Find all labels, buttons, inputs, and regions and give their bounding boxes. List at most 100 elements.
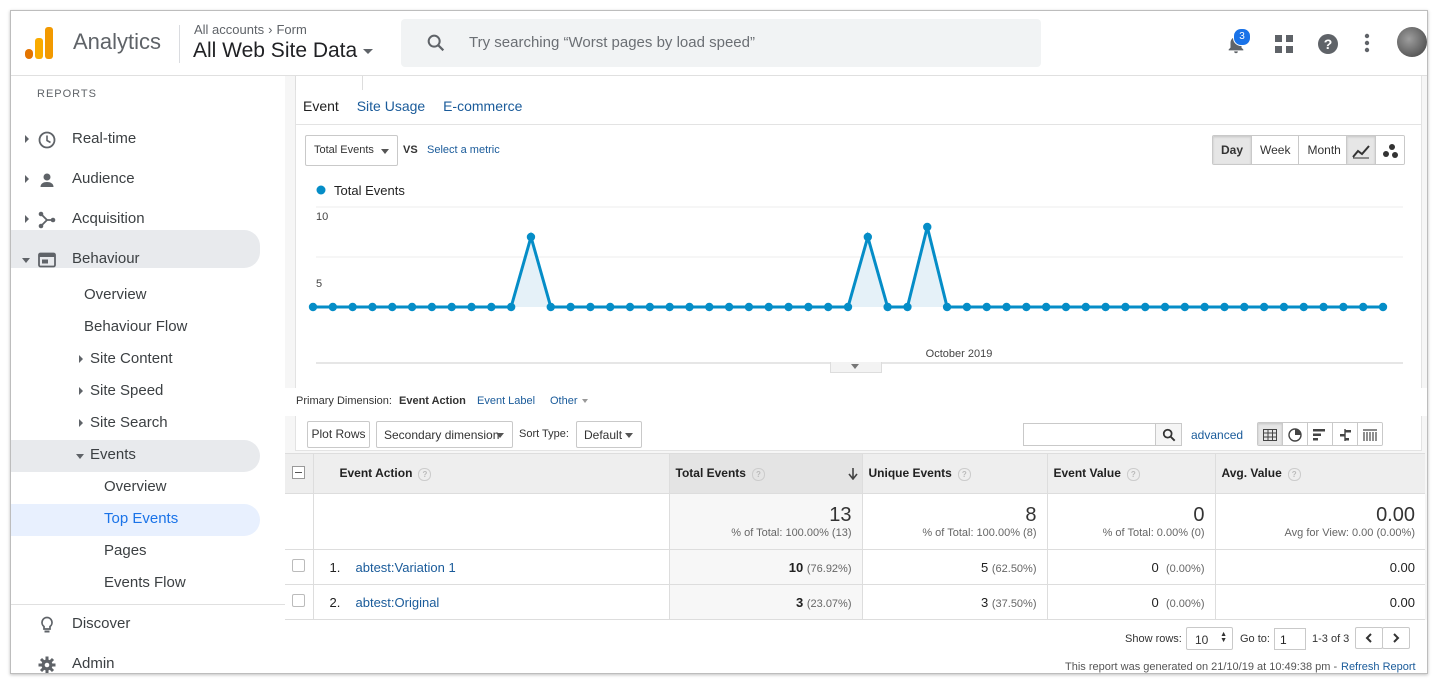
tab-site-usage[interactable]: Site Usage [356,98,426,114]
select-metric-link[interactable]: Select a metric [427,144,500,156]
dimension-other[interactable]: Other [550,395,588,407]
sidebar-item-behaviour[interactable]: Behaviour [11,244,260,276]
help-icon[interactable]: ? [957,467,971,481]
chart-collapse-handle[interactable] [830,362,882,373]
advanced-filter-link[interactable]: advanced [1191,428,1244,442]
data-point[interactable] [1240,302,1249,312]
data-point[interactable] [1061,302,1071,312]
data-point[interactable] [1279,302,1289,312]
apps-grid-icon[interactable] [1274,34,1294,54]
motion-chart-button[interactable] [1376,136,1404,164]
data-point[interactable] [467,302,476,312]
col-header-unique-events[interactable]: Unique Events? [862,453,1048,494]
view-comparison-button[interactable] [1333,423,1358,445]
next-page-button[interactable] [1382,627,1410,649]
view-data-button[interactable] [1258,423,1283,445]
help-icon[interactable]: ? [418,467,432,481]
data-point[interactable] [923,222,932,232]
sidebar-item-events-overview[interactable]: Overview [11,472,260,504]
period-day-button[interactable]: Day [1213,136,1253,164]
data-point[interactable] [1339,302,1348,312]
data-point[interactable] [645,302,655,312]
avatar[interactable] [1397,27,1427,57]
data-point[interactable] [883,302,892,312]
data-point[interactable] [1220,302,1229,312]
help-icon[interactable]: ? [1287,467,1301,481]
line-chart-button[interactable] [1347,136,1376,164]
data-point[interactable] [1022,302,1031,312]
data-point[interactable] [1319,302,1328,312]
data-point[interactable] [843,302,853,312]
data-point[interactable] [1259,302,1269,312]
sidebar-item-pages[interactable]: Pages [11,536,260,568]
show-rows-select[interactable]: 10 ▲ ▼ [1186,627,1233,650]
data-point[interactable] [784,302,793,312]
breadcrumb[interactable]: All accounts › Form [194,22,307,37]
data-point[interactable] [1200,302,1209,312]
sidebar-item-site-search[interactable]: Site Search [11,408,260,440]
view-percentage-button[interactable] [1283,423,1308,445]
help-icon[interactable]: ? [751,467,765,481]
sidebar-item-admin[interactable]: Admin [11,649,260,673]
data-point[interactable] [1141,302,1150,312]
view-selector[interactable]: All Web Site Data [193,39,374,63]
data-point[interactable] [764,302,773,312]
sidebar-item-top-events[interactable]: Top Events [11,504,260,536]
data-point[interactable] [1358,302,1368,312]
row-event-action-link[interactable]: abtest:Variation 1 [355,559,456,575]
dimension-event-action[interactable]: Event Action [399,395,466,407]
data-point[interactable] [526,232,536,242]
data-point[interactable] [1378,302,1388,312]
analytics-logo[interactable] [25,27,55,59]
search-bar[interactable]: Try searching “Worst pages by load speed… [401,19,1041,67]
help-icon[interactable]: ? [1126,467,1140,481]
col-header-total-events[interactable]: Total Events? [669,453,863,494]
col-header-event-action[interactable]: Event Action? [313,453,670,494]
data-point[interactable] [1101,302,1110,312]
dimension-event-label[interactable]: Event Label [477,395,536,407]
sort-type-select[interactable]: Default [576,421,642,448]
sidebar-item-events[interactable]: Events [11,440,260,472]
sidebar-item-behaviour-flow[interactable]: Behaviour Flow [11,312,260,344]
period-week-button[interactable]: Week [1252,136,1300,164]
sidebar-item-site-speed[interactable]: Site Speed [11,376,260,408]
data-point[interactable] [1160,302,1170,312]
data-point[interactable] [625,302,635,312]
help-icon[interactable]: ? [1316,32,1340,56]
data-point[interactable] [744,302,754,312]
data-point[interactable] [506,302,516,312]
plot-rows-button[interactable]: Plot Rows [307,421,370,448]
row-event-action-link[interactable]: abtest:Original [355,594,440,610]
sidebar-item-realtime[interactable]: Real-time [11,124,260,156]
goto-page-input[interactable]: 1 [1274,628,1306,650]
col-header-event-value[interactable]: Event Value? [1047,453,1216,494]
data-point[interactable] [1081,302,1090,312]
row-checkbox[interactable] [292,594,306,607]
metric-select[interactable]: Total Events [305,135,398,166]
data-point[interactable] [1002,302,1011,312]
data-point[interactable] [566,302,575,312]
col-header-avg-value[interactable]: Avg. Value? [1215,453,1425,494]
data-point[interactable] [705,302,714,312]
data-point[interactable] [942,302,952,312]
tab-event[interactable]: Event [303,98,339,114]
data-point[interactable] [368,302,377,312]
data-point[interactable] [1180,302,1190,312]
sidebar-item-discover[interactable]: Discover [11,609,260,641]
data-point[interactable] [1299,302,1308,312]
view-performance-button[interactable] [1308,423,1333,445]
sidebar-item-audience[interactable]: Audience [11,164,260,196]
sidebar-item-acquisition[interactable]: Acquisition [11,204,260,236]
data-point[interactable] [1121,302,1130,312]
data-point[interactable] [388,302,397,312]
data-point[interactable] [447,302,456,312]
select-all-checkbox[interactable] [292,465,306,479]
data-point[interactable] [407,302,417,312]
tab-ecommerce[interactable]: E-commerce [443,98,523,114]
data-point[interactable] [586,302,595,312]
sidebar-item-site-content[interactable]: Site Content [11,344,260,376]
data-point[interactable] [724,302,734,312]
refresh-report-link[interactable]: Refresh Report [1341,661,1416,673]
data-point[interactable] [685,302,694,312]
row-checkbox[interactable] [292,559,306,572]
